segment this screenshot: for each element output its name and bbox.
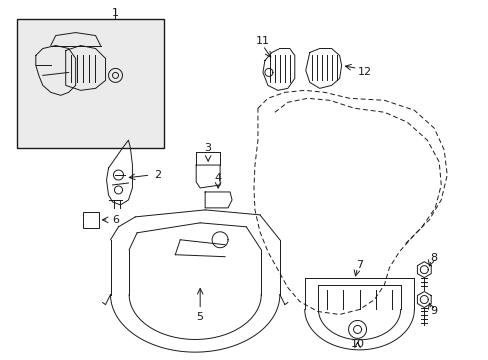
Text: 2: 2 xyxy=(153,170,161,180)
Text: 11: 11 xyxy=(255,36,269,46)
Text: 4: 4 xyxy=(214,173,221,183)
Bar xyxy=(82,212,99,228)
Text: 5: 5 xyxy=(196,312,203,323)
Text: 3: 3 xyxy=(204,143,211,153)
Text: 10: 10 xyxy=(350,339,364,349)
Text: 8: 8 xyxy=(430,253,437,263)
Text: 12: 12 xyxy=(357,67,371,77)
Bar xyxy=(17,19,164,148)
Text: 9: 9 xyxy=(430,306,437,316)
Text: 1: 1 xyxy=(112,8,119,18)
Text: 6: 6 xyxy=(112,215,119,225)
Text: 7: 7 xyxy=(355,260,363,270)
